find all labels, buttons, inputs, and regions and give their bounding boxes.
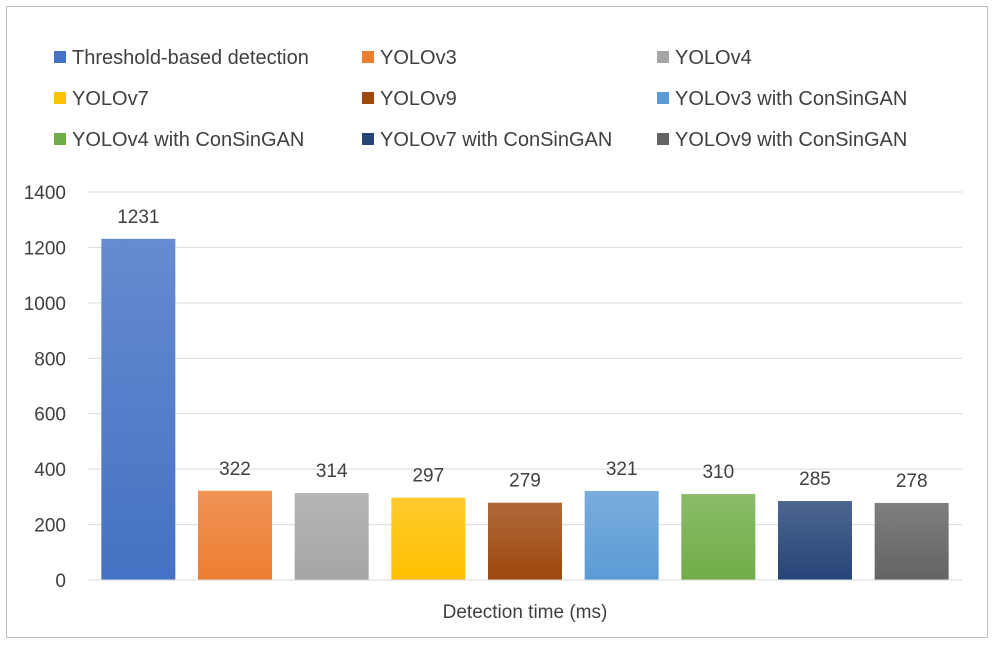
legend-label-yolov7-with-consingan: YOLOv7 with ConSinGAN: [380, 129, 612, 151]
legend-label-yolov4: YOLOv4: [675, 47, 752, 69]
legend-swatch-yolov7: [54, 92, 66, 104]
data-label-yolov3: 322: [219, 459, 251, 480]
bar-yolov4: [294, 492, 369, 580]
bar-yolov7: [391, 497, 466, 580]
data-label-yolov9-with-consingan: 278: [896, 471, 928, 492]
y-tick-label-400: 400: [34, 460, 66, 481]
legend-swatch-yolov3-with-consingan: [657, 92, 669, 104]
legend-label-yolov4-with-consingan: YOLOv4 with ConSinGAN: [72, 129, 304, 151]
data-labels: 1231 322 314 297 279 321 310 285 278: [117, 207, 927, 492]
legend-swatch-yolov9-with-consingan: [657, 133, 669, 145]
bar-yolov9: [488, 502, 562, 580]
data-label-yolov4: 314: [316, 461, 348, 482]
legend-label-yolov9: YOLOv9: [380, 88, 457, 110]
legend-item-yolov3: YOLOv3: [362, 47, 457, 69]
bar-yolov7-with-consingan: [778, 501, 852, 580]
legend-swatch-threshold-based-detection: [54, 51, 66, 63]
legend-item-yolov4: YOLOv4: [657, 47, 752, 69]
legend-label-yolov3: YOLOv3: [380, 47, 457, 69]
legend-item-yolov9-with-consingan: YOLOv9 with ConSinGAN: [657, 129, 907, 151]
y-tick-label-1200: 1200: [24, 238, 66, 259]
bar-yolov3-with-consingan: [584, 491, 659, 580]
legend-swatch-yolov7-with-consingan: [362, 133, 374, 145]
legend-swatch-yolov4: [657, 51, 669, 63]
legend-item-yolov9: YOLOv9: [362, 88, 457, 110]
y-tick-label-800: 800: [34, 349, 66, 370]
legend-swatch-yolov9: [362, 92, 374, 104]
bars: [101, 238, 949, 580]
legend-item-yolov7-with-consingan: YOLOv7 with ConSinGAN: [362, 129, 612, 151]
legend-swatch-yolov4-with-consingan: [54, 133, 66, 145]
legend-item-threshold-based-detection: Threshold-based detection: [54, 47, 309, 69]
legend-label-yolov9-with-consingan: YOLOv9 with ConSinGAN: [675, 129, 907, 151]
y-tick-label-0: 0: [55, 571, 66, 592]
data-label-yolov3-with-consingan: 321: [606, 459, 638, 480]
legend-label-yolov3-with-consingan: YOLOv3 with ConSinGAN: [675, 88, 907, 110]
bar-yolov9-with-consingan: [874, 502, 949, 580]
legend: Threshold-based detection YOLOv3 YOLOv4 YOL…: [54, 47, 907, 151]
bar-yolov4-with-consingan: [681, 494, 756, 580]
x-axis-title: Detection time (ms): [443, 602, 608, 623]
y-tick-label-600: 600: [34, 405, 66, 426]
legend-item-yolov3-with-consingan: YOLOv3 with ConSinGAN: [657, 88, 907, 110]
bar-yolov3: [198, 490, 272, 580]
data-label-threshold-based-detection: 1231: [117, 207, 159, 228]
data-label-yolov7-with-consingan: 285: [799, 469, 831, 490]
data-label-yolov4-with-consingan: 310: [702, 462, 734, 483]
legend-label-threshold-based-detection: Threshold-based detection: [72, 47, 309, 69]
legend-item-yolov4-with-consingan: YOLOv4 with ConSinGAN: [54, 129, 304, 151]
y-axis-ticks: 0 200 400 600 800 1000 1200 1400: [24, 183, 66, 592]
data-label-yolov9: 279: [509, 471, 541, 492]
y-tick-label-200: 200: [34, 516, 66, 537]
legend-label-yolov7: YOLOv7: [72, 88, 149, 110]
legend-item-yolov7: YOLOv7: [54, 88, 149, 110]
legend-swatch-yolov3: [362, 51, 374, 63]
y-tick-label-1400: 1400: [24, 183, 66, 204]
bar-threshold-based-detection: [101, 238, 176, 580]
data-label-yolov7: 297: [412, 466, 444, 487]
y-tick-label-1000: 1000: [24, 294, 66, 315]
